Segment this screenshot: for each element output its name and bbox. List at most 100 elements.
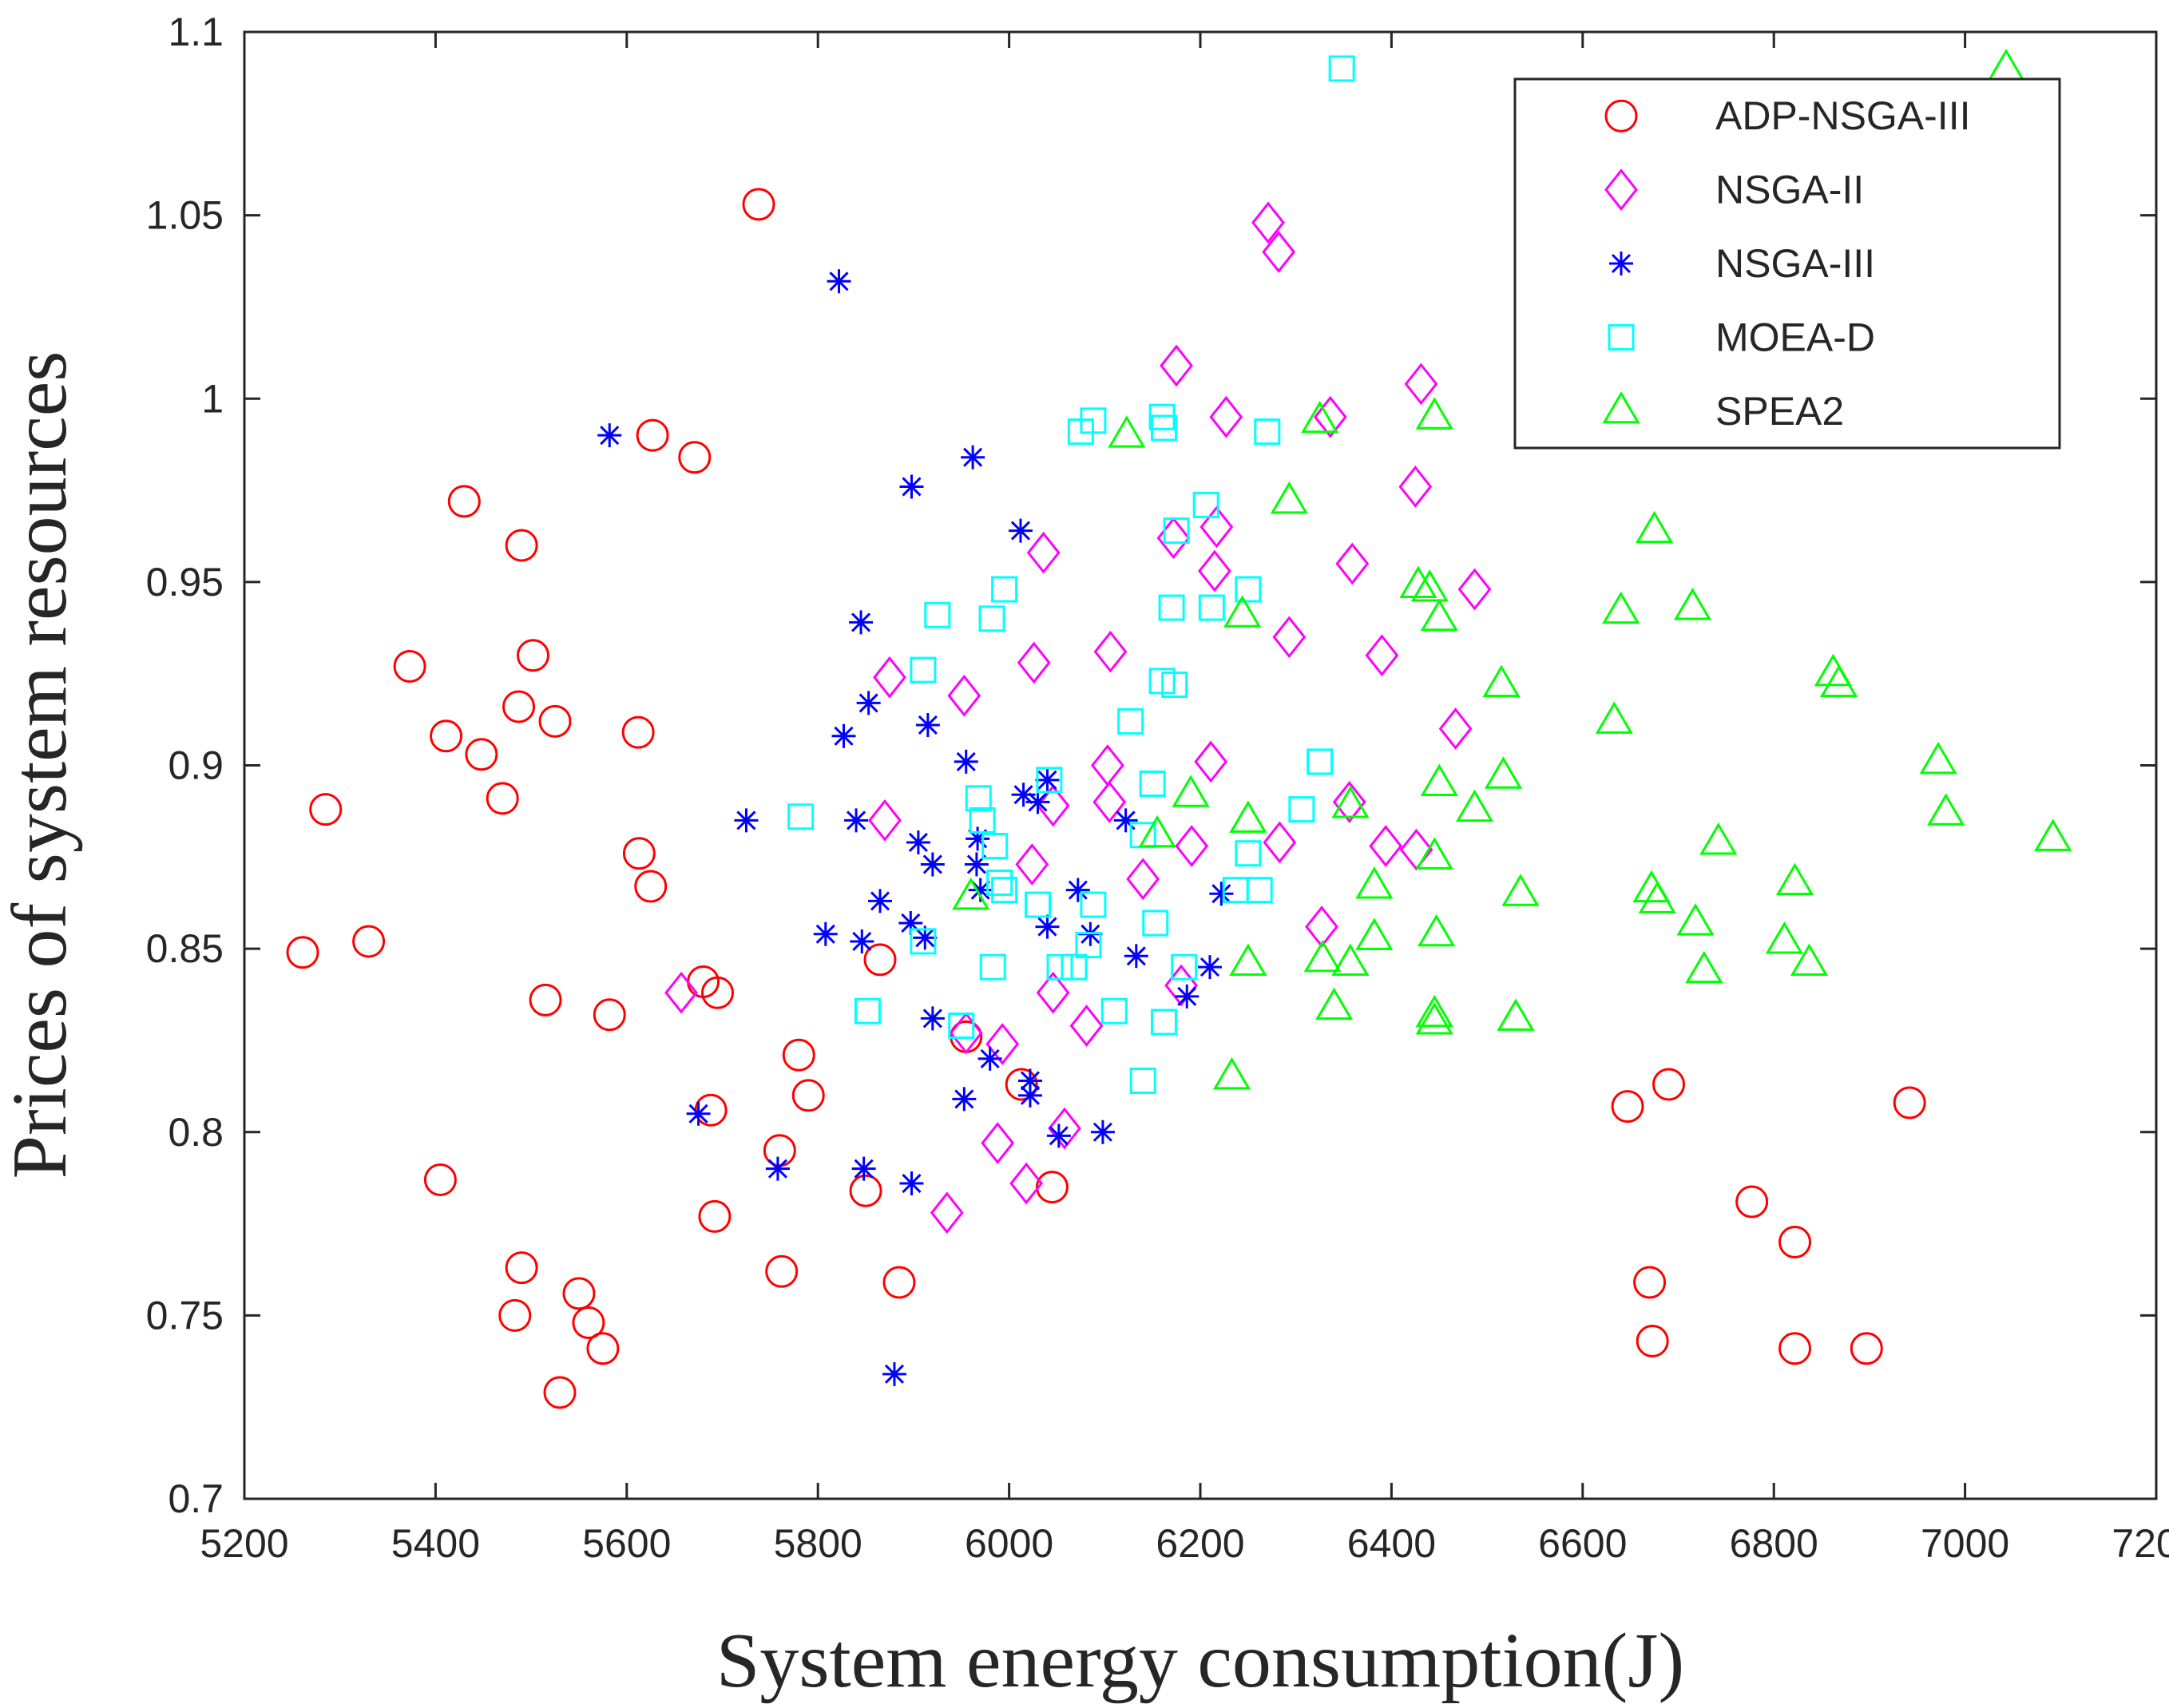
axis-ticks: 5200 5400 5600 5800 6000 6200 6400 6600 6800 7000… bbox=[146, 10, 2169, 1566]
point-1-0 bbox=[1251, 201, 1285, 244]
point-0-42 bbox=[1652, 1068, 1686, 1101]
point-0-30 bbox=[849, 1174, 882, 1207]
legend-marker-4 bbox=[1602, 390, 1640, 424]
point-4-20 bbox=[1484, 756, 1523, 789]
point-1-19 bbox=[1438, 707, 1473, 750]
point-0-35 bbox=[562, 1277, 596, 1310]
point-2-14 bbox=[844, 808, 869, 833]
series-SPEA2 bbox=[952, 48, 2072, 1090]
x-tick-label-6: 6400 bbox=[1347, 1521, 1436, 1566]
point-3-35 bbox=[1075, 932, 1102, 959]
point-4-48 bbox=[1212, 1056, 1251, 1090]
point-1-6 bbox=[1398, 466, 1433, 508]
x-tick-label-4: 6000 bbox=[965, 1521, 1053, 1566]
point-2-2 bbox=[961, 445, 985, 470]
point-2-16 bbox=[966, 826, 990, 851]
point-1-16 bbox=[1017, 641, 1051, 684]
point-4-40 bbox=[1303, 939, 1342, 973]
point-3-16 bbox=[1161, 671, 1188, 698]
point-3-6 bbox=[1192, 491, 1219, 518]
point-1-5 bbox=[1313, 395, 1347, 438]
point-2-25 bbox=[898, 910, 923, 935]
point-4-31 bbox=[1775, 862, 1814, 895]
point-0-0 bbox=[742, 188, 775, 221]
point-1-13 bbox=[1272, 616, 1307, 659]
point-2-30 bbox=[1124, 944, 1148, 969]
point-4-47 bbox=[1497, 998, 1535, 1031]
series-NSGA-II bbox=[664, 201, 1492, 1234]
point-3-18 bbox=[1307, 748, 1334, 775]
point-1-17 bbox=[873, 656, 906, 699]
point-1-24 bbox=[1036, 784, 1070, 827]
x-tick-label-8: 6800 bbox=[1730, 1521, 1818, 1566]
point-0-7 bbox=[502, 690, 536, 723]
point-4-36 bbox=[1418, 913, 1456, 947]
point-0-34 bbox=[765, 1254, 799, 1288]
point-0-9 bbox=[430, 719, 463, 753]
point-0-43 bbox=[1893, 1086, 1926, 1120]
x-tick-label-3: 5800 bbox=[774, 1521, 862, 1566]
point-3-27 bbox=[1235, 840, 1262, 867]
legend-marker-0 bbox=[1604, 99, 1638, 133]
y-tick-label-5: 0.95 bbox=[146, 560, 224, 604]
point-4-14 bbox=[1595, 701, 1633, 734]
point-0-1 bbox=[636, 418, 669, 452]
y-tick-label-8: 1.1 bbox=[168, 10, 224, 54]
legend-marker-1 bbox=[1604, 168, 1638, 212]
point-1-42 bbox=[930, 1191, 964, 1234]
point-1-37 bbox=[949, 1012, 983, 1055]
point-2-38 bbox=[1017, 1083, 1042, 1108]
point-3-4 bbox=[1151, 414, 1178, 442]
plot-marks bbox=[286, 48, 2072, 1409]
point-1-1 bbox=[1262, 231, 1296, 273]
legend: ADP-NSGA-III NSGA-II NSGA-III MOEA-D SPEA2 bbox=[1513, 77, 2061, 450]
point-2-32 bbox=[1175, 984, 1199, 1009]
point-4-9 bbox=[1399, 565, 1437, 598]
point-4-6 bbox=[1635, 510, 1674, 544]
point-4-5 bbox=[1270, 481, 1308, 514]
point-1-21 bbox=[1194, 740, 1228, 783]
point-0-21 bbox=[529, 983, 562, 1016]
point-4-11 bbox=[1223, 595, 1262, 628]
point-2-8 bbox=[831, 723, 856, 748]
point-4-34 bbox=[952, 877, 990, 910]
point-3-39 bbox=[1061, 953, 1088, 981]
y-tick-label-1: 0.75 bbox=[146, 1293, 224, 1337]
point-4-45 bbox=[1415, 994, 1453, 1028]
point-2-41 bbox=[765, 1156, 790, 1181]
point-2-20 bbox=[968, 878, 993, 902]
legend-label-3: MOEA-D bbox=[1715, 315, 1875, 359]
point-0-6 bbox=[516, 639, 549, 672]
point-4-3 bbox=[1415, 397, 1453, 430]
point-0-20 bbox=[701, 976, 735, 1009]
point-0-10 bbox=[621, 715, 655, 749]
point-1-34 bbox=[1036, 971, 1070, 1014]
point-2-17 bbox=[906, 830, 930, 854]
point-0-41 bbox=[1611, 1090, 1644, 1123]
point-2-40 bbox=[1090, 1120, 1115, 1144]
point-2-24 bbox=[1035, 914, 1060, 939]
point-0-4 bbox=[505, 529, 538, 562]
point-0-3 bbox=[447, 485, 481, 518]
point-3-5 bbox=[1254, 418, 1281, 446]
point-2-5 bbox=[849, 610, 874, 635]
point-4-28 bbox=[1415, 837, 1453, 870]
point-0-40 bbox=[543, 1376, 577, 1409]
x-tick-label-5: 6200 bbox=[1156, 1521, 1244, 1566]
point-3-34 bbox=[986, 869, 1013, 896]
point-4-30 bbox=[1501, 874, 1540, 906]
point-2-15 bbox=[1113, 808, 1138, 833]
point-3-22 bbox=[969, 806, 996, 834]
point-0-11 bbox=[465, 738, 498, 771]
point-4-7 bbox=[1602, 591, 1640, 624]
point-3-17 bbox=[1117, 707, 1144, 735]
point-3-3 bbox=[1067, 418, 1094, 446]
point-0-18 bbox=[863, 943, 897, 977]
point-3-36 bbox=[910, 928, 937, 955]
point-3-30 bbox=[991, 877, 1018, 904]
point-4-39 bbox=[1229, 943, 1267, 976]
legend-label-4: SPEA2 bbox=[1715, 389, 1844, 434]
point-3-31 bbox=[1025, 891, 1052, 918]
